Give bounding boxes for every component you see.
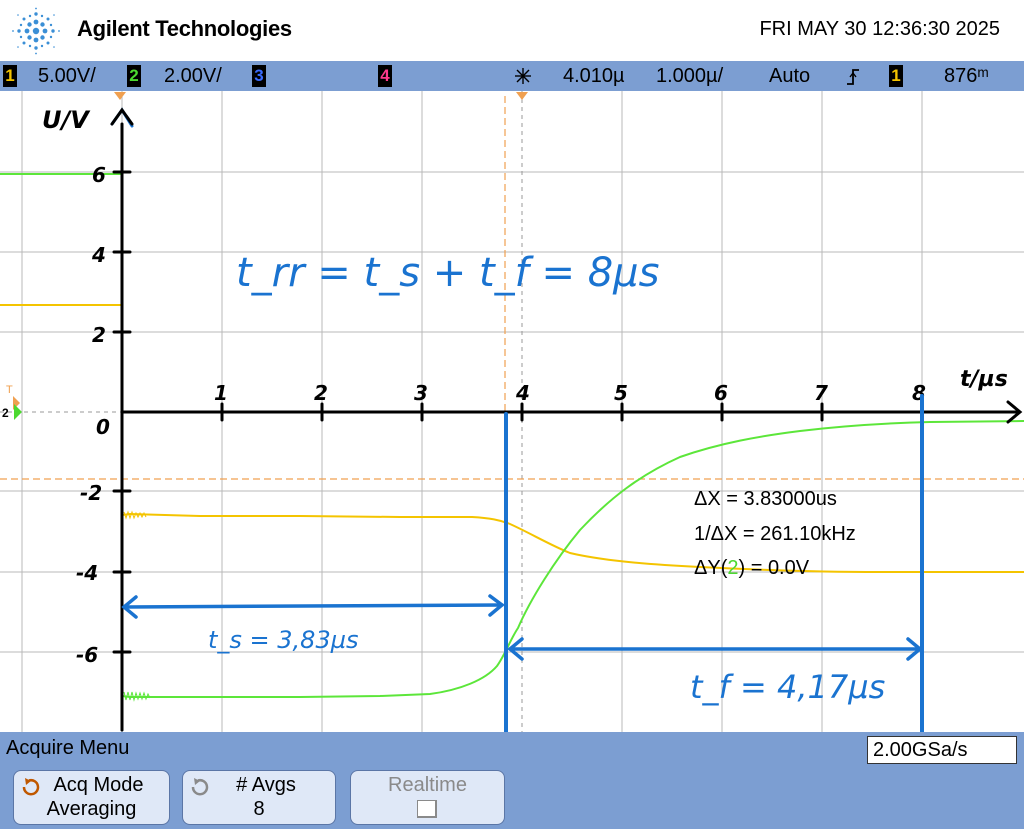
ch2-trace	[0, 173, 1024, 698]
channel-1-scale[interactable]: 5.00V/	[38, 65, 96, 87]
x-tick-label: 3	[414, 381, 428, 405]
y-tick-label: 0	[96, 415, 110, 439]
rising-edge-icon	[847, 69, 859, 85]
delta-x-readout: ΔX = 3.83000us	[694, 488, 837, 510]
x-tick-label: 4	[515, 381, 530, 405]
channel-2-indicator[interactable]: 2	[127, 65, 141, 87]
time-offset[interactable]: 4.010µ	[563, 65, 625, 87]
time-scale[interactable]: 1.000µ/	[656, 65, 724, 87]
waveform-display[interactable]: T 2 6 4 2 0 -2 -4 -6 1 2 3	[0, 91, 1024, 732]
tf-arrow	[507, 637, 923, 661]
brand-name: Agilent Technologies	[77, 16, 292, 41]
date-time: FRI MAY 30 12:36:30 2025	[759, 18, 1000, 40]
grid	[0, 91, 1024, 732]
ch1-trace	[0, 304, 1024, 573]
inverse-delta-x-readout: 1/ΔX = 261.10kHz	[694, 523, 856, 545]
channel-1-indicator[interactable]: 1	[3, 65, 17, 87]
y-axis-unit: U/V	[42, 106, 91, 134]
status-bar: 1 5.00V/ 2 2.00V/ 3 4 4.010µ 1.000µ/ Aut…	[0, 61, 1024, 91]
channel-3-indicator[interactable]: 3	[252, 65, 266, 87]
waveform-canvas: T 2 6 4 2 0 -2 -4 -6 1 2 3	[0, 91, 1024, 732]
agilent-logo-icon	[12, 7, 60, 55]
realtime-softkey[interactable]: Realtime	[350, 770, 505, 825]
x-axis-unit: t/µs	[960, 367, 1008, 392]
trigger-mode[interactable]: Auto	[769, 65, 811, 87]
x-tick-label: 7	[814, 381, 828, 405]
realtime-checkbox[interactable]	[417, 800, 437, 818]
acq-mode-label: Acq Mode	[53, 774, 144, 796]
avgs-softkey[interactable]: # Avgs 8	[182, 770, 336, 825]
y-tick-label: 2	[92, 323, 106, 347]
avgs-label: # Avgs	[236, 774, 296, 796]
trigger-position-marker	[516, 92, 528, 100]
channel-2-scale[interactable]: 2.00V/	[164, 65, 222, 87]
trr-formula: t_rr = t_s + t_f = 8µs	[236, 250, 659, 296]
y-tick-label: 6	[92, 163, 106, 187]
x-tick-label: 1	[214, 381, 228, 405]
trigger-level-marker: T	[6, 384, 13, 396]
channel-4-indicator[interactable]: 4	[378, 65, 392, 87]
y-tick-label: -6	[76, 643, 98, 667]
x-tick-label: 2	[314, 381, 328, 405]
trigger-star-icon	[515, 68, 531, 84]
ts-label: t_s = 3,83µs	[208, 626, 359, 654]
x-tick-label: 5	[614, 381, 628, 405]
rotate-knob-icon	[22, 778, 40, 796]
avgs-value: 8	[253, 798, 265, 820]
delta-y-readout: ΔY(2) = 0.0V	[694, 557, 810, 579]
acq-mode-softkey[interactable]: Acq Mode Averaging	[13, 770, 170, 825]
y-tick-label: 4	[91, 243, 106, 267]
rotate-knob-icon	[191, 778, 209, 796]
ch2-ground-marker: 2	[2, 406, 9, 420]
menu-title: Acquire Menu	[6, 737, 130, 759]
tf-label: t_f = 4,17µs	[690, 668, 885, 706]
acq-mode-value: Averaging	[46, 798, 137, 820]
softkey-menu: Acquire Menu 2.00GSa/s Acq Mode Averagin…	[0, 732, 1024, 829]
x-tick-label: 6	[714, 381, 728, 405]
y-tick-label: -2	[80, 481, 102, 505]
ts-arrow	[121, 594, 505, 619]
y-tick-label: -4	[76, 561, 98, 585]
blue-markers	[504, 394, 924, 732]
realtime-label: Realtime	[388, 774, 467, 796]
sample-rate-display: 2.00GSa/s	[867, 736, 1017, 764]
header: Agilent Technologies FRI MAY 30 12:36:30…	[0, 0, 1024, 61]
trigger-level[interactable]: 876ᵐ	[944, 65, 989, 87]
trigger-source[interactable]: 1	[889, 65, 903, 87]
